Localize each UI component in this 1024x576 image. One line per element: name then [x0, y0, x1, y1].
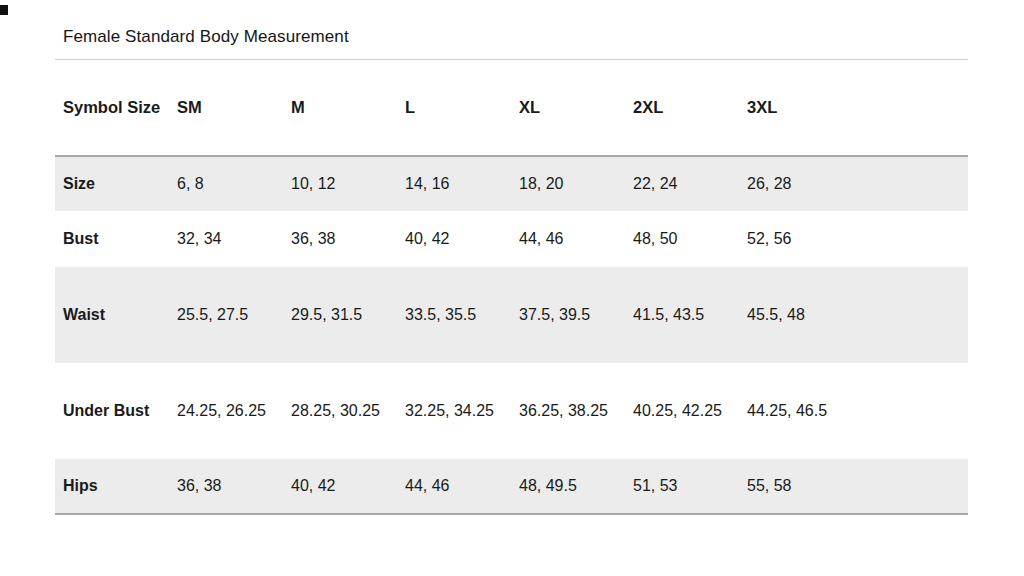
- table-cell: 24.25, 26.25: [169, 363, 283, 459]
- column-header-3xl: 3XL: [739, 60, 968, 156]
- row-label-hips: Hips: [55, 459, 169, 514]
- table-cell: 28.25, 30.25: [283, 363, 397, 459]
- table-row-bust: Bust 32, 34 36, 38 40, 42 44, 46 48, 50 …: [55, 211, 968, 267]
- table-cell: 14, 16: [397, 156, 511, 211]
- row-label-bust: Bust: [55, 211, 169, 267]
- table-cell: 32.25, 34.25: [397, 363, 511, 459]
- table-row-size: Size 6, 8 10, 12 14, 16 18, 20 22, 24 26…: [55, 156, 968, 211]
- table-cell: 6, 8: [169, 156, 283, 211]
- page-title: Female Standard Body Measurement: [63, 26, 349, 48]
- table-row-under-bust: Under Bust 24.25, 26.25 28.25, 30.25 32.…: [55, 363, 968, 459]
- row-label-under-bust: Under Bust: [55, 363, 169, 459]
- table-cell: 45.5, 48: [739, 267, 968, 363]
- column-header-symbol-size: Symbol Size: [55, 60, 169, 156]
- header-row: Symbol Size SM M L XL 2XL 3XL: [55, 60, 968, 156]
- table-cell: 36.25, 38.25: [511, 363, 625, 459]
- measurement-table: Symbol Size SM M L XL 2XL 3XL Size 6, 8 …: [55, 59, 968, 515]
- table-cell: 37.5, 39.5: [511, 267, 625, 363]
- table-cell: 48, 49.5: [511, 459, 625, 514]
- row-label-waist: Waist: [55, 267, 169, 363]
- table-cell: 48, 50: [625, 211, 739, 267]
- table-cell: 41.5, 43.5: [625, 267, 739, 363]
- table-cell: 10, 12: [283, 156, 397, 211]
- table-cell: 55, 58: [739, 459, 968, 514]
- corner-mark: [0, 5, 8, 15]
- table-cell: 25.5, 27.5: [169, 267, 283, 363]
- table-cell: 40, 42: [397, 211, 511, 267]
- table-cell: 40.25, 42.25: [625, 363, 739, 459]
- row-label-size: Size: [55, 156, 169, 211]
- column-header-l: L: [397, 60, 511, 156]
- table-cell: 22, 24: [625, 156, 739, 211]
- table-cell: 44.25, 46.5: [739, 363, 968, 459]
- table-cell: 44, 46: [397, 459, 511, 514]
- column-header-m: M: [283, 60, 397, 156]
- table-row-waist: Waist 25.5, 27.5 29.5, 31.5 33.5, 35.5 3…: [55, 267, 968, 363]
- table-cell: 36, 38: [169, 459, 283, 514]
- table-cell: 44, 46: [511, 211, 625, 267]
- table-cell: 18, 20: [511, 156, 625, 211]
- table-cell: 40, 42: [283, 459, 397, 514]
- table-cell: 32, 34: [169, 211, 283, 267]
- table-row-hips: Hips 36, 38 40, 42 44, 46 48, 49.5 51, 5…: [55, 459, 968, 514]
- table-cell: 51, 53: [625, 459, 739, 514]
- table-cell: 33.5, 35.5: [397, 267, 511, 363]
- table-cell: 26, 28: [739, 156, 968, 211]
- table-cell: 52, 56: [739, 211, 968, 267]
- table-cell: 36, 38: [283, 211, 397, 267]
- column-header-xl: XL: [511, 60, 625, 156]
- column-header-sm: SM: [169, 60, 283, 156]
- column-header-2xl: 2XL: [625, 60, 739, 156]
- table-cell: 29.5, 31.5: [283, 267, 397, 363]
